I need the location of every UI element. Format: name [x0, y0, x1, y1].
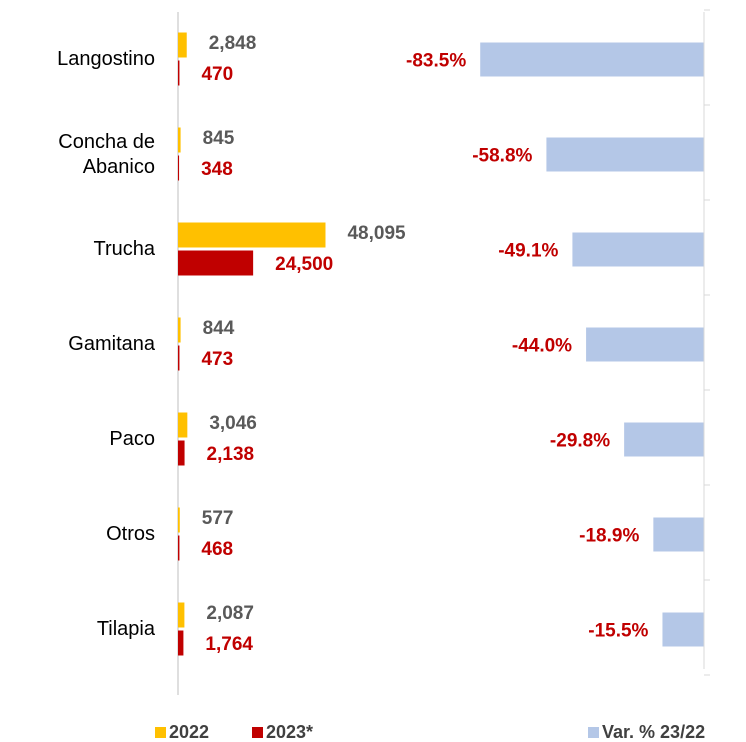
value-label: -29.8% [550, 431, 610, 452]
bar [178, 535, 180, 561]
category-label: Otros [106, 523, 155, 545]
category-label: Langostino [57, 48, 155, 70]
value-label: -18.9% [579, 526, 639, 547]
bar [178, 155, 180, 181]
legend-swatch [155, 727, 166, 738]
value-label: 3,046 [209, 413, 257, 434]
value-label: -58.8% [472, 146, 532, 167]
value-label: -44.0% [512, 336, 572, 357]
category-label: Concha de Abanico [58, 130, 155, 178]
value-label: 2,138 [207, 444, 255, 465]
value-label: -15.5% [588, 621, 648, 642]
category-label: Tilapia [96, 618, 155, 640]
value-label: 348 [201, 159, 233, 180]
value-label: 2,087 [206, 603, 254, 624]
bar [178, 345, 180, 371]
bar [178, 602, 185, 628]
bar [178, 440, 185, 466]
legend-swatch [252, 727, 263, 738]
legend-label: 2023* [266, 722, 313, 742]
bar [586, 327, 704, 362]
value-label: 468 [201, 539, 233, 560]
bar [178, 317, 181, 343]
legend-label: 2022 [169, 722, 209, 742]
bar [572, 232, 704, 267]
value-label: 845 [203, 128, 235, 149]
value-label: 473 [201, 349, 233, 370]
value-label: 844 [203, 318, 235, 339]
value-label: 1,764 [205, 634, 253, 655]
bar [178, 60, 180, 86]
bar [178, 412, 188, 438]
value-label: 470 [201, 64, 233, 85]
value-label: 2,848 [209, 33, 257, 54]
value-label: 48,095 [347, 223, 406, 244]
bar [178, 32, 187, 58]
bar [624, 422, 704, 457]
bar [662, 612, 704, 647]
bar [178, 630, 184, 656]
category-label: Trucha [93, 238, 155, 260]
value-label: -83.5% [406, 51, 466, 72]
bar [480, 42, 704, 77]
legend-swatch [588, 727, 599, 738]
category-label: Paco [109, 428, 155, 450]
legend-label: Var. % 23/22 [602, 722, 705, 742]
bar [178, 222, 326, 248]
bar [178, 127, 181, 153]
value-label: -49.1% [498, 241, 558, 262]
value-label: 24,500 [275, 254, 333, 275]
value-label: 577 [202, 508, 234, 529]
bar [653, 517, 704, 552]
bar [546, 137, 704, 172]
bar [178, 507, 180, 533]
category-label: Gamitana [68, 333, 155, 355]
bar [178, 250, 254, 276]
